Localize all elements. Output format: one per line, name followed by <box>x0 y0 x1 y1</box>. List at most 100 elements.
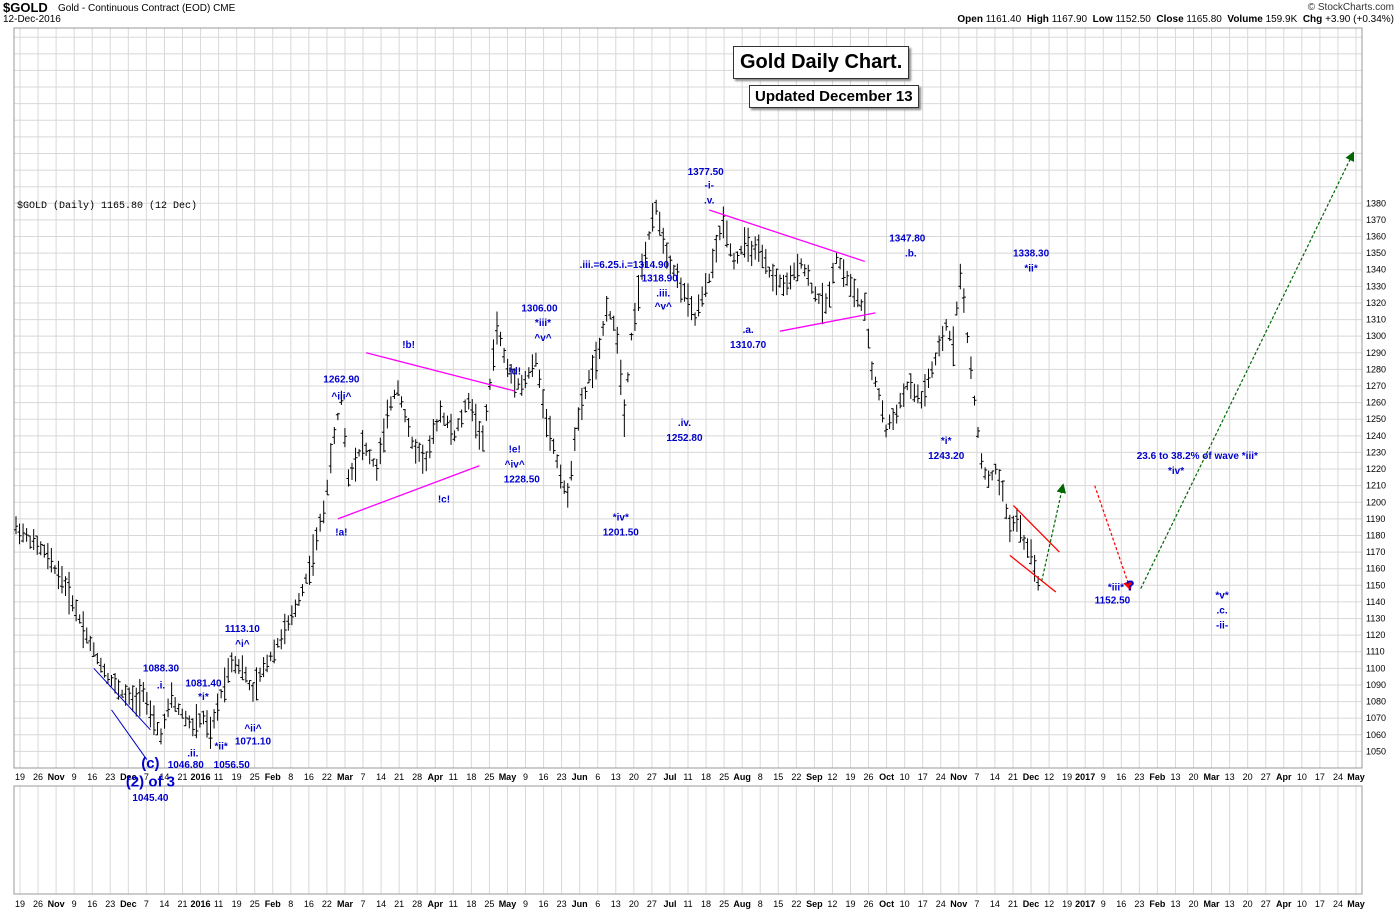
x-axis-ticks: 19 26 Nov 9 16 23 Dec 7 14 21 2016 11 19 25 Feb 8 16 22 Ma… <box>15 772 1365 782</box>
price-bar <box>562 480 567 494</box>
chart-date: 12-Dec-2016 <box>3 14 61 25</box>
wave-label: *ii* <box>214 742 227 753</box>
price-bar <box>785 272 790 296</box>
price-bar <box>827 281 832 308</box>
wave-label: 1088.30 <box>143 664 180 675</box>
price-bar <box>166 698 171 718</box>
price-bar <box>806 264 811 286</box>
price-bar <box>265 654 270 673</box>
price-bar <box>141 682 146 703</box>
y-tick-label: 1220 <box>1366 464 1386 474</box>
x-tick-label: Jul <box>663 772 676 782</box>
price-bar <box>226 658 231 683</box>
price-bar <box>434 419 439 432</box>
price-bar <box>717 225 722 241</box>
y-tick-label: 1230 <box>1366 447 1386 457</box>
x-tick-label: 12 <box>827 772 837 782</box>
price-bar <box>59 565 64 594</box>
price-bar <box>944 319 949 331</box>
price-bar <box>81 611 86 649</box>
price-bar <box>993 463 998 475</box>
price-bar <box>739 245 744 255</box>
price-bar <box>926 368 931 388</box>
price-bar <box>399 396 404 408</box>
trendline <box>337 465 480 520</box>
x-tick-label-lower: 13 <box>611 899 621 909</box>
price-bar <box>293 599 298 618</box>
price-bar <box>601 320 606 336</box>
price-bar <box>576 407 581 431</box>
y-tick-label: 1310 <box>1366 315 1386 325</box>
lower-panel-frame <box>13 785 1363 895</box>
price-bar <box>130 685 135 712</box>
wave-label: *iii* <box>535 318 551 329</box>
high-label: High <box>1026 14 1049 25</box>
wave-label: 1252.80 <box>666 433 703 444</box>
price-bar <box>127 687 132 705</box>
price-bar <box>894 404 899 424</box>
x-axis-ticks-lower: 19 26 Nov 9 16 23 Dec 7 14 21 2016 11 19 25 Feb 8 16 22 Ma… <box>15 899 1365 909</box>
x-tick-label: 11 <box>214 772 223 782</box>
x-tick-label-lower: 28 <box>412 899 422 909</box>
wave-label: ^ii^ <box>244 723 261 734</box>
x-tick-label-lower: 25 <box>250 899 260 909</box>
price-bar <box>441 412 446 426</box>
price-bar <box>728 243 733 257</box>
x-tick-label-lower: Dec <box>1023 899 1040 909</box>
price-bar <box>144 692 149 715</box>
open-label: Open <box>957 14 983 25</box>
price-bar <box>445 415 450 429</box>
x-tick-label: 10 <box>1297 772 1307 782</box>
price-bar <box>1011 515 1016 532</box>
x-tick-label: 19 <box>15 772 25 782</box>
price-bar <box>417 442 422 462</box>
x-tick-label-lower: 14 <box>376 899 386 909</box>
price-bar <box>915 384 920 404</box>
x-tick-label-lower: 9 <box>72 899 77 909</box>
y-tick-label: 1100 <box>1366 663 1385 673</box>
brand-logo: © StockCharts.com <box>1307 2 1394 13</box>
wave-label: *iv* <box>1168 466 1184 477</box>
price-bar <box>961 288 966 313</box>
x-tick-label: 25 <box>250 772 260 782</box>
x-tick-label-lower: 21 <box>394 899 404 909</box>
price-bar <box>113 673 118 694</box>
x-tick-label-lower: Aug <box>733 899 751 909</box>
chart-header: $GOLD Gold - Continuous Contract (EOD) C… <box>0 0 1400 26</box>
price-bar <box>710 248 715 279</box>
x-tick-label-lower: 18 <box>466 899 476 909</box>
price-bar <box>159 728 164 745</box>
price-bar <box>438 400 443 423</box>
price-bar <box>385 399 390 429</box>
x-tick-label-lower: Jun <box>572 899 588 909</box>
wave-label: !b! <box>402 340 415 351</box>
price-bar <box>703 273 708 297</box>
price-bar <box>820 282 825 325</box>
price-bar <box>1025 538 1030 558</box>
low-value: 1152.50 <box>1115 14 1151 25</box>
y-tick-label: 1370 <box>1366 215 1386 225</box>
price-bar <box>332 426 337 445</box>
price-bar <box>279 629 284 650</box>
description-text: Gold - Continuous Contract (EOD) <box>58 3 211 14</box>
price-bar <box>951 326 956 367</box>
x-tick-label-lower: 16 <box>539 899 549 909</box>
x-tick-label-lower: 18 <box>701 899 711 909</box>
y-tick-label: 1360 <box>1366 232 1386 242</box>
price-bar <box>512 368 517 398</box>
price-bar <box>831 262 836 284</box>
y-tick-label: 1160 <box>1366 564 1385 574</box>
wave-label: !e! <box>509 444 521 455</box>
x-tick-label-lower: 13 <box>1225 899 1235 909</box>
scenario-arrow <box>1140 151 1355 589</box>
wave-label: 1081.40 <box>185 679 222 690</box>
y-tick-label: 1110 <box>1366 647 1385 657</box>
wave-label: *iii* <box>1108 582 1124 593</box>
price-bar <box>452 430 457 442</box>
price-bar <box>180 708 185 719</box>
description: Gold - Continuous Contract (EOD) CME <box>58 3 235 14</box>
price-bar <box>664 242 669 269</box>
x-tick-label: 7 <box>144 772 149 782</box>
price-bar <box>526 367 531 379</box>
price-bar <box>731 252 736 270</box>
